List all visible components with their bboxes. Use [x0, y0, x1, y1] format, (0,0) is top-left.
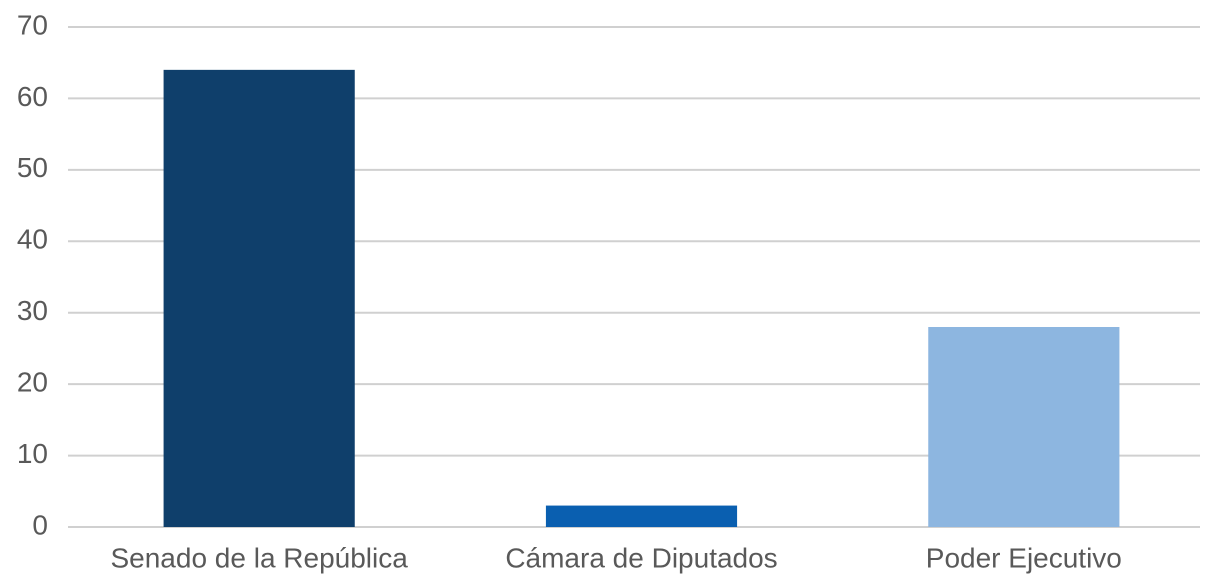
y-tick-label: 30 — [17, 295, 48, 326]
y-tick-label: 20 — [17, 367, 48, 398]
bar — [163, 69, 355, 527]
y-tick-label: 10 — [17, 438, 48, 469]
y-tick-label: 70 — [17, 9, 48, 40]
x-tick-label: Cámara de Diputados — [505, 542, 777, 573]
x-tick-label: Poder Ejecutivo — [926, 542, 1122, 573]
y-tick-label: 60 — [17, 81, 48, 112]
bar — [545, 505, 738, 527]
x-tick-label: Senado de la República — [110, 542, 408, 573]
y-tick-label: 0 — [32, 509, 48, 540]
y-tick-label: 50 — [17, 152, 48, 183]
bar — [928, 327, 1120, 527]
y-tick-label: 40 — [17, 224, 48, 255]
